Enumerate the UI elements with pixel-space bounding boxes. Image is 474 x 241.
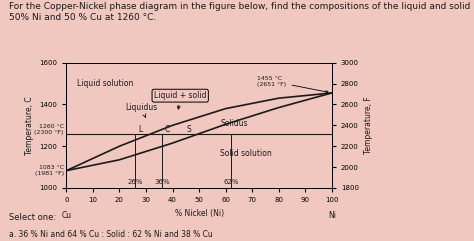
Text: For the Copper-Nickel phase diagram in the figure below, find the compositions o: For the Copper-Nickel phase diagram in t… [9, 2, 474, 22]
Text: 1083 °C
(1981 °F): 1083 °C (1981 °F) [35, 165, 64, 176]
Text: Liquidus: Liquidus [125, 103, 157, 117]
Text: Liquid + solid: Liquid + solid [154, 91, 207, 109]
Text: Ni: Ni [328, 211, 336, 220]
Text: Select one:: Select one: [9, 213, 56, 222]
Text: 1260 °C
(2300 °F): 1260 °C (2300 °F) [35, 124, 64, 135]
Text: 1455 °C
(2651 °F): 1455 °C (2651 °F) [257, 76, 328, 93]
Y-axis label: Temperature, F: Temperature, F [365, 96, 374, 154]
Text: S: S [186, 125, 191, 134]
Text: a. 36 % Ni and 64 % Cu : Solid : 62 % Ni and 38 % Cu: a. 36 % Ni and 64 % Cu : Solid : 62 % Ni… [9, 230, 213, 239]
Text: Solidus: Solidus [220, 119, 248, 128]
Text: Cu: Cu [61, 211, 72, 220]
Text: Solid solution: Solid solution [220, 149, 272, 158]
Text: 26%: 26% [128, 180, 143, 186]
Text: Liquid solution: Liquid solution [77, 79, 133, 88]
Text: 62%: 62% [223, 180, 239, 186]
Text: C: C [164, 125, 170, 134]
Y-axis label: Temperature, C: Temperature, C [25, 96, 34, 155]
X-axis label: % Nickel (Ni): % Nickel (Ni) [174, 208, 224, 218]
Text: 36%: 36% [154, 180, 170, 186]
Text: L: L [138, 125, 143, 134]
